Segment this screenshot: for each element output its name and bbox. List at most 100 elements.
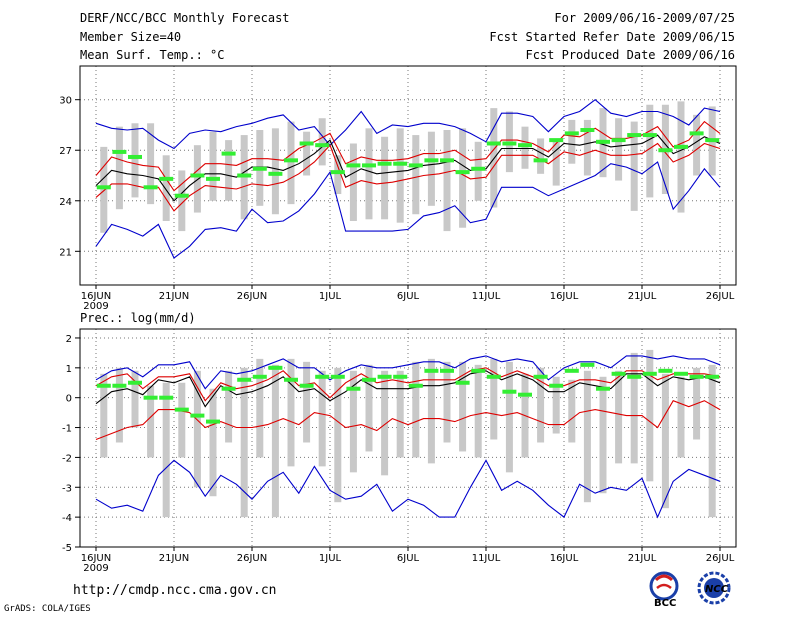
temp-observed-marker xyxy=(221,151,236,156)
prec-observed-marker xyxy=(299,383,314,388)
prec-observed-marker xyxy=(237,377,252,382)
temp-observed-marker xyxy=(128,154,142,159)
temp-ensemble-box xyxy=(303,131,311,176)
prec-observed-marker xyxy=(627,374,642,379)
temp-observed-marker xyxy=(596,139,610,144)
prec-ensemble-box xyxy=(708,364,716,518)
prec-observed-marker xyxy=(705,374,720,379)
prec-observed-marker xyxy=(393,374,408,379)
temp-xtick-label: 26JUL xyxy=(706,291,735,302)
temp-ensemble-box xyxy=(615,118,623,181)
prec-ensemble-box xyxy=(115,367,123,443)
temp-observed-marker xyxy=(658,148,673,153)
prec-ytick-label: 1 xyxy=(66,364,72,375)
prec-ensemble-box xyxy=(287,358,295,467)
temp-ensemble-box xyxy=(225,140,233,201)
prec-ensemble-box xyxy=(303,361,311,443)
temp-observed-marker xyxy=(455,170,470,175)
prec-xtick-label: 6JUL xyxy=(397,553,420,564)
prec-ensemble-box xyxy=(677,376,685,458)
prec-observed-marker xyxy=(455,380,470,385)
prec-observed-marker xyxy=(502,389,517,394)
prec-ensemble-box xyxy=(131,370,139,428)
prec-ensemble-box xyxy=(459,361,467,452)
prec-ensemble-box xyxy=(552,376,560,434)
temp-observed-marker xyxy=(580,128,595,133)
temp-ensemble-box xyxy=(381,136,389,220)
temp-ytick-label: 24 xyxy=(59,197,72,208)
temp-observed-marker xyxy=(627,133,642,138)
temp-ytick-label: 27 xyxy=(59,146,72,157)
prec-observed-marker xyxy=(362,377,376,382)
prec-ensemble-box xyxy=(630,352,638,464)
prec-ensemble-box xyxy=(583,370,591,503)
forecast-period: For 2009/06/16-2009/07/25 xyxy=(554,11,735,25)
temp-ensemble-box xyxy=(443,130,451,232)
temp-observed-marker xyxy=(549,138,564,143)
temp-ensemble-box xyxy=(474,141,482,201)
chart-title: DERF/NCC/BCC Monthly Forecast xyxy=(80,11,290,25)
prec-ensemble-box xyxy=(318,370,326,467)
prec-observed-marker xyxy=(596,386,610,391)
prec-observed-marker xyxy=(564,368,579,373)
temp-xtick-year: 2009 xyxy=(83,301,108,312)
prec-ensemble-box xyxy=(100,373,108,458)
temp-ensemble-box xyxy=(630,121,638,211)
prec-observed-marker xyxy=(611,371,626,376)
prec-ensemble-mean-line xyxy=(95,370,721,408)
prec-observed-marker xyxy=(518,392,532,397)
temp-ensemble-box xyxy=(131,123,139,198)
prec-ensemble-box xyxy=(443,361,451,443)
temp-xtick-label: 6JUL xyxy=(397,291,420,302)
prec-observed-marker xyxy=(408,383,423,388)
temp-observed-marker xyxy=(96,185,111,190)
prec-observed-marker xyxy=(284,377,298,382)
temp-observed-marker xyxy=(533,158,548,163)
prec-observed-marker xyxy=(221,386,236,391)
temp-observed-marker xyxy=(424,158,439,163)
temp-xtick-label: 21JUL xyxy=(628,291,657,302)
prec-min-line xyxy=(95,459,721,519)
prec-xtick-label: 26JUN xyxy=(237,553,267,564)
prec-observed-marker xyxy=(674,371,688,376)
temp-observed-marker xyxy=(440,158,454,163)
prec-observed-marker xyxy=(549,383,564,388)
prec-ytick-label: -5 xyxy=(62,543,72,554)
temp-observed-marker xyxy=(408,163,423,168)
bcc-logo: BCC xyxy=(649,571,679,608)
temp-ensemble-box xyxy=(693,114,701,176)
temp-xtick-label: 21JUN xyxy=(159,291,189,302)
prec-observed-marker xyxy=(143,395,158,400)
prec-observed-marker xyxy=(377,374,392,379)
prec-spread-high-line xyxy=(95,367,721,402)
prec-observed-marker xyxy=(315,374,330,379)
prec-ensemble-box xyxy=(537,367,545,443)
temp-observed-marker xyxy=(174,193,189,198)
temp-observed-marker xyxy=(112,149,127,154)
temp-ensemble-box xyxy=(147,123,155,205)
temp-ensemble-box xyxy=(271,128,279,215)
forecast-started: Fcst Started Refer Date 2009/06/15 xyxy=(489,30,735,44)
prec-xtick-label: 21JUN xyxy=(159,553,189,564)
source-url[interactable]: http://cmdp.ncc.cma.gov.cn xyxy=(73,583,277,598)
prec-ensemble-box xyxy=(147,385,155,458)
temp-observed-marker xyxy=(518,143,532,148)
prec-ensemble-box xyxy=(334,367,342,503)
temp-observed-marker xyxy=(206,176,220,181)
temp-ensemble-box xyxy=(178,170,186,232)
prec-ytick-label: -3 xyxy=(62,483,72,494)
prec-ensemble-box xyxy=(256,358,264,458)
temp-observed-marker xyxy=(330,170,345,175)
prec-observed-marker xyxy=(471,368,486,373)
temp-ensemble-box xyxy=(521,126,529,169)
prec-observed-marker xyxy=(112,383,127,388)
temp-observed-marker xyxy=(362,163,376,168)
temp-xtick-label: 11JUL xyxy=(472,291,501,302)
temp-observed-marker xyxy=(393,161,408,166)
variable-label: Mean Surf. Temp.: °C xyxy=(80,48,225,62)
prec-ensemble-box xyxy=(599,376,607,494)
prec-ensemble-box xyxy=(349,370,357,473)
temp-max-line xyxy=(95,161,721,259)
temp-ensemble-box xyxy=(349,143,357,221)
